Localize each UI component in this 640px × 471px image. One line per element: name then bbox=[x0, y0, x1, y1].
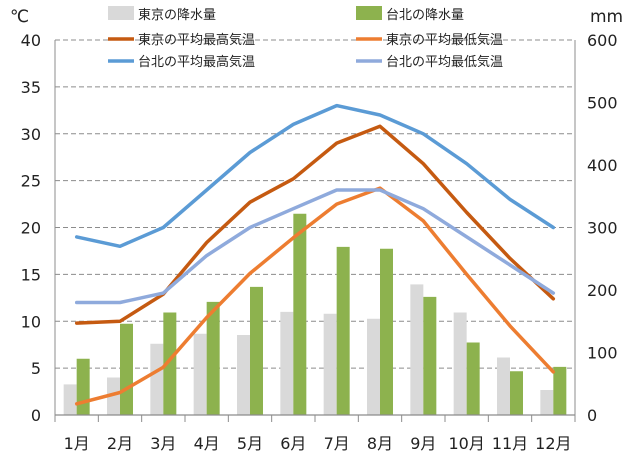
left-tick-label: 20 bbox=[21, 219, 41, 238]
right-tick-label: 0 bbox=[587, 406, 597, 425]
left-tick-label: 35 bbox=[21, 78, 41, 97]
bar-taipei-precip bbox=[380, 248, 393, 415]
bar-taipei-precip bbox=[293, 213, 307, 415]
bar-tokyo-precip bbox=[150, 343, 164, 415]
right-tick-label: 100 bbox=[587, 344, 618, 363]
left-tick-label: 0 bbox=[31, 406, 41, 425]
bar-taipei-precip bbox=[510, 371, 523, 415]
x-tick-label: 4月 bbox=[194, 434, 220, 453]
bar-tokyo-precip bbox=[453, 312, 467, 415]
legend-label: 台北の降水量 bbox=[386, 8, 464, 23]
series-line-1 bbox=[74, 186, 556, 406]
legend-label: 台北の平均最低気温 bbox=[386, 54, 503, 70]
right-tick-label: 500 bbox=[587, 94, 618, 113]
bar-tokyo-precip bbox=[323, 313, 337, 415]
bar-taipei-precip bbox=[76, 358, 90, 415]
bar-tokyo-precip bbox=[280, 311, 294, 415]
left-tick-label: 30 bbox=[21, 125, 41, 144]
gridlines bbox=[55, 39, 575, 369]
right-tick-label: 400 bbox=[587, 156, 618, 175]
legend-swatch-bar bbox=[108, 6, 134, 20]
bar-taipei-precip bbox=[466, 342, 480, 415]
legend-label: 東京の平均最高気温 bbox=[138, 32, 255, 48]
bar-layer bbox=[63, 213, 567, 415]
left-tick-label: 10 bbox=[21, 312, 41, 331]
bar-taipei-precip bbox=[120, 323, 133, 415]
x-tick-label: 9月 bbox=[410, 434, 436, 453]
bar-tokyo-precip bbox=[497, 357, 510, 415]
left-tick-label: 15 bbox=[21, 265, 41, 284]
bar-tokyo-precip bbox=[237, 335, 250, 415]
bar-taipei-precip bbox=[163, 312, 177, 415]
x-tick-label: 5月 bbox=[237, 434, 263, 453]
x-tick-label: 11月 bbox=[492, 434, 528, 453]
bar-tokyo-precip bbox=[107, 377, 120, 415]
legend-label: 東京の降水量 bbox=[138, 7, 216, 23]
bar-tokyo-precip bbox=[193, 333, 207, 415]
x-tick-label: 2月 bbox=[107, 434, 133, 453]
left-tick-label: 40 bbox=[21, 31, 41, 50]
bar-tokyo-precip bbox=[63, 384, 77, 415]
series-line-2 bbox=[74, 103, 556, 249]
legend-swatch-bar bbox=[356, 6, 382, 20]
right-tick-label: 200 bbox=[587, 281, 618, 300]
x-tick-label: 6月 bbox=[280, 434, 306, 453]
x-tick-label: 12月 bbox=[535, 434, 571, 453]
right-tick-label: 300 bbox=[587, 219, 618, 238]
left-tick-label: 25 bbox=[21, 172, 41, 191]
legend-label: 台北の平均最高気温 bbox=[138, 54, 255, 70]
bar-tokyo-precip bbox=[540, 390, 554, 415]
x-tick-label: 7月 bbox=[324, 434, 350, 453]
left-tick-label: 5 bbox=[31, 359, 41, 378]
right-axis-unit: mm bbox=[590, 7, 623, 27]
line-layer bbox=[74, 103, 556, 406]
right-tick-label: 600 bbox=[587, 31, 618, 50]
x-tick-label: 3月 bbox=[150, 434, 176, 453]
series-line-3 bbox=[74, 188, 556, 305]
legend-label: 東京の平均最低気温 bbox=[386, 32, 503, 48]
bar-taipei-precip bbox=[206, 301, 220, 415]
bar-tokyo-precip bbox=[367, 318, 380, 415]
bar-taipei-precip bbox=[336, 246, 350, 415]
x-tick-label: 10月 bbox=[448, 434, 484, 453]
bar-tokyo-precip bbox=[410, 284, 424, 415]
bar-taipei-precip bbox=[250, 286, 263, 415]
x-tick-label: 1月 bbox=[64, 434, 90, 453]
bar-taipei-precip bbox=[423, 296, 437, 415]
left-axis-unit: ℃ bbox=[10, 7, 29, 27]
bar-taipei-precip bbox=[553, 366, 567, 415]
series-line-0 bbox=[74, 124, 556, 325]
x-tick-label: 8月 bbox=[367, 434, 393, 453]
